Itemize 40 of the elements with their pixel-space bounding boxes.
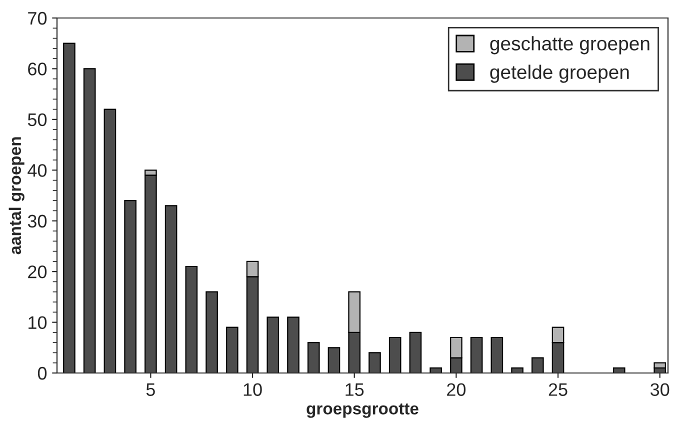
x-tick-label: 5 xyxy=(146,383,155,396)
bar xyxy=(206,291,218,373)
y-tick-label: 30 xyxy=(28,214,47,228)
x-tick-label: 30 xyxy=(650,383,670,396)
y-tick-label: 10 xyxy=(28,316,47,330)
bar xyxy=(612,367,626,373)
bar xyxy=(124,200,136,373)
y-tick-label: 60 xyxy=(28,62,47,76)
x-tick-label: 10 xyxy=(244,383,262,396)
bar xyxy=(63,42,76,373)
legend-label: getelde groepen xyxy=(490,64,629,83)
y-tick-label: 20 xyxy=(28,266,47,278)
y-axis-title: aantal groepen xyxy=(8,137,24,254)
bar xyxy=(654,362,666,368)
bar xyxy=(490,336,504,373)
y-tick-label: 70 xyxy=(28,12,47,25)
legend-label: geschatte groepen xyxy=(490,36,650,54)
bar xyxy=(511,367,524,373)
bar xyxy=(287,316,300,373)
y-tick-label: 50 xyxy=(28,113,47,126)
bar xyxy=(328,347,340,373)
y-tick-label: 0 xyxy=(38,366,47,380)
x-tick-label: 20 xyxy=(447,383,466,396)
bar xyxy=(531,357,544,373)
bar xyxy=(185,266,198,373)
y-tick-label: 40 xyxy=(28,164,47,177)
bar xyxy=(430,367,442,373)
x-tick-label: 25 xyxy=(548,383,568,396)
bar xyxy=(409,332,422,373)
bar xyxy=(226,326,238,373)
bar xyxy=(470,336,483,373)
bar xyxy=(164,205,178,373)
bar xyxy=(388,336,402,373)
bar xyxy=(307,342,320,373)
x-axis-title: groepsgrootte xyxy=(306,403,418,418)
bar xyxy=(104,108,116,373)
bar xyxy=(83,68,96,373)
bar xyxy=(368,352,381,373)
x-tick-label: 15 xyxy=(346,383,364,396)
bar xyxy=(266,316,280,373)
